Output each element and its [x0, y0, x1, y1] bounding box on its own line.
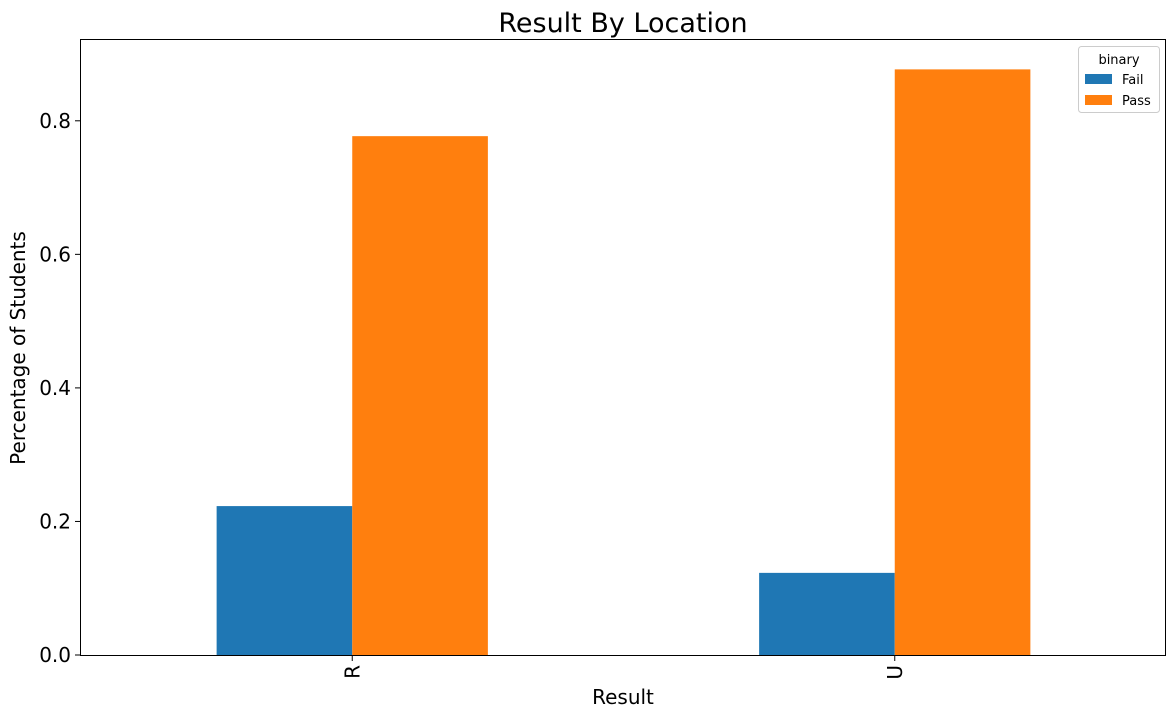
chart-title: Result By Location	[498, 8, 747, 39]
y-axis-ticks: 0.0 0.2 0.4 0.6 0.8	[39, 109, 81, 667]
bar-fail-r	[216, 506, 353, 655]
x-tick-label: U	[883, 665, 907, 680]
legend-items: Fail Pass	[1085, 73, 1151, 109]
y-axis-title: Percentage of Students	[6, 231, 30, 465]
x-axis-title: Result	[592, 685, 654, 709]
y-tick-label: 0.8	[39, 109, 71, 133]
legend-label-pass: Pass	[1122, 94, 1151, 109]
y-tick-label: 0.6	[39, 242, 71, 266]
legend: binary Fail Pass	[1078, 46, 1160, 113]
y-tick-label: 0.4	[39, 376, 71, 400]
y-tick-label: 0.2	[39, 509, 71, 533]
legend-swatch-fail	[1085, 74, 1112, 84]
bar-fail-u	[759, 572, 895, 655]
bar-pass-r	[352, 136, 488, 655]
legend-title: binary	[1098, 53, 1139, 68]
y-tick-label: 0.0	[39, 643, 71, 667]
x-tick-label: R	[340, 665, 364, 679]
bars-group	[216, 69, 1031, 656]
legend-swatch-pass	[1085, 95, 1112, 105]
legend-label-fail: Fail	[1122, 73, 1143, 88]
plot-frame	[80, 39, 1166, 656]
bar-pass-u	[894, 69, 1031, 656]
